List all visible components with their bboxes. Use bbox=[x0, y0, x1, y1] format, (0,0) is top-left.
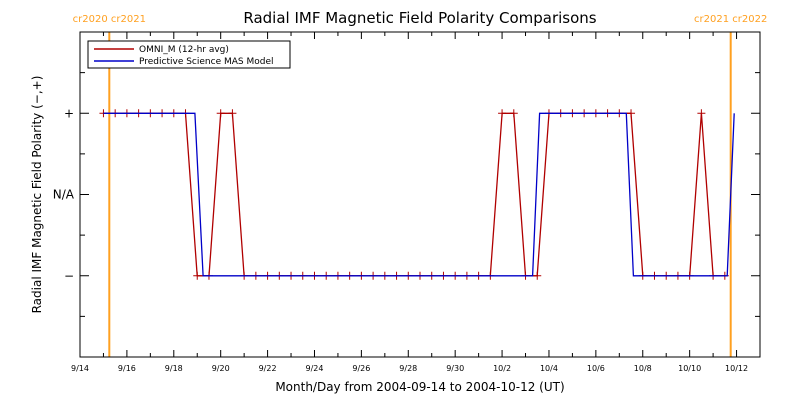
y-tick-label: N/A bbox=[53, 188, 75, 202]
x-tick-label: 9/24 bbox=[305, 364, 323, 373]
series-line-1 bbox=[103, 112, 735, 277]
x-tick-label: 10/12 bbox=[725, 364, 748, 373]
carrington-boundary-label: cr2021 cr2022 bbox=[694, 14, 767, 25]
y-tick-label: + bbox=[64, 106, 74, 120]
x-tick-label: 9/16 bbox=[118, 364, 136, 373]
plot-frame bbox=[79, 31, 761, 358]
legend-box bbox=[87, 40, 291, 69]
y-axis-label: Radial IMF Magnetic Field Polarity (−,+) bbox=[30, 76, 44, 314]
x-tick-label: 9/22 bbox=[259, 364, 277, 373]
x-tick-label: 10/2 bbox=[493, 364, 511, 373]
x-tick-label: 9/30 bbox=[446, 364, 464, 373]
series-point bbox=[697, 109, 706, 118]
series-layer bbox=[99, 109, 735, 280]
x-tick-label: 10/8 bbox=[634, 364, 652, 373]
x-tick-label: 9/14 bbox=[71, 364, 89, 373]
series-point bbox=[533, 271, 542, 280]
series-point bbox=[228, 109, 237, 118]
x-tick-label: 9/26 bbox=[352, 364, 370, 373]
series-point bbox=[509, 109, 518, 118]
series-point bbox=[216, 109, 225, 118]
legend: OMNI_M (12-hr avg) Predictive Science MA… bbox=[87, 40, 291, 69]
chart-title: Radial IMF Magnetic Field Polarity Compa… bbox=[243, 9, 596, 27]
y-tick-label: − bbox=[64, 269, 74, 283]
series-point bbox=[498, 109, 507, 118]
x-tick-label: 10/4 bbox=[540, 364, 558, 373]
legend-label-omni: OMNI_M (12-hr avg) bbox=[139, 45, 229, 55]
tick-layer: 9/14 9/16 9/18 9/20 9/22 9/24 9/26 9/28 9/30 10/2… bbox=[53, 31, 761, 373]
series-point bbox=[627, 109, 636, 118]
x-tick-label: 9/18 bbox=[165, 364, 183, 373]
x-tick-label: 10/6 bbox=[587, 364, 605, 373]
x-tick-label: 9/28 bbox=[399, 364, 417, 373]
series-point bbox=[193, 271, 202, 280]
carrington-boundary-label: cr2020 cr2021 bbox=[73, 14, 146, 25]
legend-label-mas: Predictive Science MAS Model bbox=[139, 57, 274, 67]
x-axis-label: Month/Day from 2004-09-14 to 2004-10-12 … bbox=[275, 380, 564, 394]
x-tick-label: 9/20 bbox=[212, 364, 230, 373]
x-tick-label: 10/10 bbox=[678, 364, 701, 373]
